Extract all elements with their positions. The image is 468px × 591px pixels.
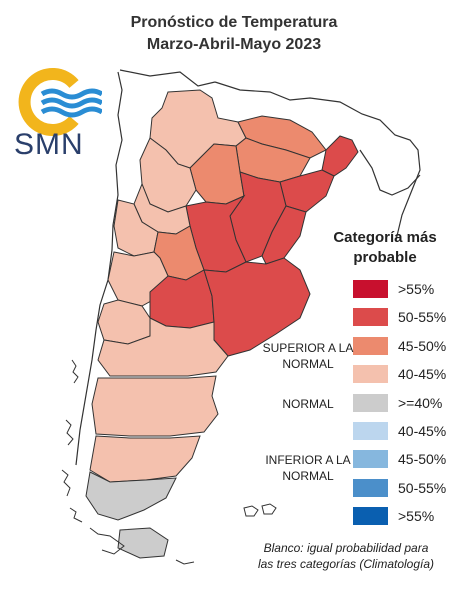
title-line-1: Pronóstico de Temperatura <box>130 14 338 31</box>
legend-swatch-5 <box>353 422 388 440</box>
legend-swatch-8 <box>353 507 388 525</box>
legend-label-4: >=40% <box>398 395 443 411</box>
footnote: Blanco: igual probabilidad para las tres… <box>226 540 466 572</box>
province-map <box>85 89 359 559</box>
province-misiones <box>321 135 359 177</box>
province-neuquen <box>97 299 151 345</box>
smn-logo-text: SMN <box>14 128 84 161</box>
footnote-line-1: Blanco: igual probabilidad para <box>263 541 429 555</box>
legend-title: Categoría más probable <box>333 229 437 266</box>
legend-swatch-2 <box>353 337 388 355</box>
legend-group-superior: SUPERIOR A LA NORMAL <box>262 341 354 371</box>
province-rio-negro <box>97 317 229 377</box>
map-title: Pronóstico de Temperatura Marzo-Abril-Ma… <box>0 12 468 56</box>
legend-group-inferior: INFERIOR A LA NORMAL <box>265 453 351 483</box>
legend-swatch-0 <box>353 280 388 298</box>
legend-label-2: 45-50% <box>398 338 447 354</box>
legend-label-0: >55% <box>398 281 435 297</box>
legend-label-8: >55% <box>398 508 435 524</box>
legend-swatch-1 <box>353 308 388 326</box>
legend-swatch-7 <box>353 479 388 497</box>
sun-waves-logo-icon <box>18 68 102 136</box>
province-tierra-del-fuego <box>117 527 169 559</box>
legend-label-1: 50-55% <box>398 309 447 325</box>
province-chubut <box>91 375 219 437</box>
legend-group-normal: NORMAL <box>282 397 334 411</box>
legend-swatch-6 <box>353 450 388 468</box>
legend-label-7: 50-55% <box>398 480 447 496</box>
province-santa-cruz <box>89 435 201 483</box>
chile-coast-islands <box>61 359 195 565</box>
legend-label-6: 45-50% <box>398 451 447 467</box>
malvinas-islands <box>243 503 277 517</box>
footnote-line-2: las tres categorías (Climatología) <box>257 557 435 571</box>
legend-swatch-4 <box>353 394 388 412</box>
legend-label-5: 40-45% <box>398 423 447 439</box>
province-santa-cruz-south <box>85 471 177 521</box>
legend-label-3: 40-45% <box>398 366 447 382</box>
legend-swatch-3 <box>353 365 388 383</box>
title-line-2: Marzo-Abril-Mayo 2023 <box>146 36 322 53</box>
neighbor-borders <box>75 69 421 466</box>
